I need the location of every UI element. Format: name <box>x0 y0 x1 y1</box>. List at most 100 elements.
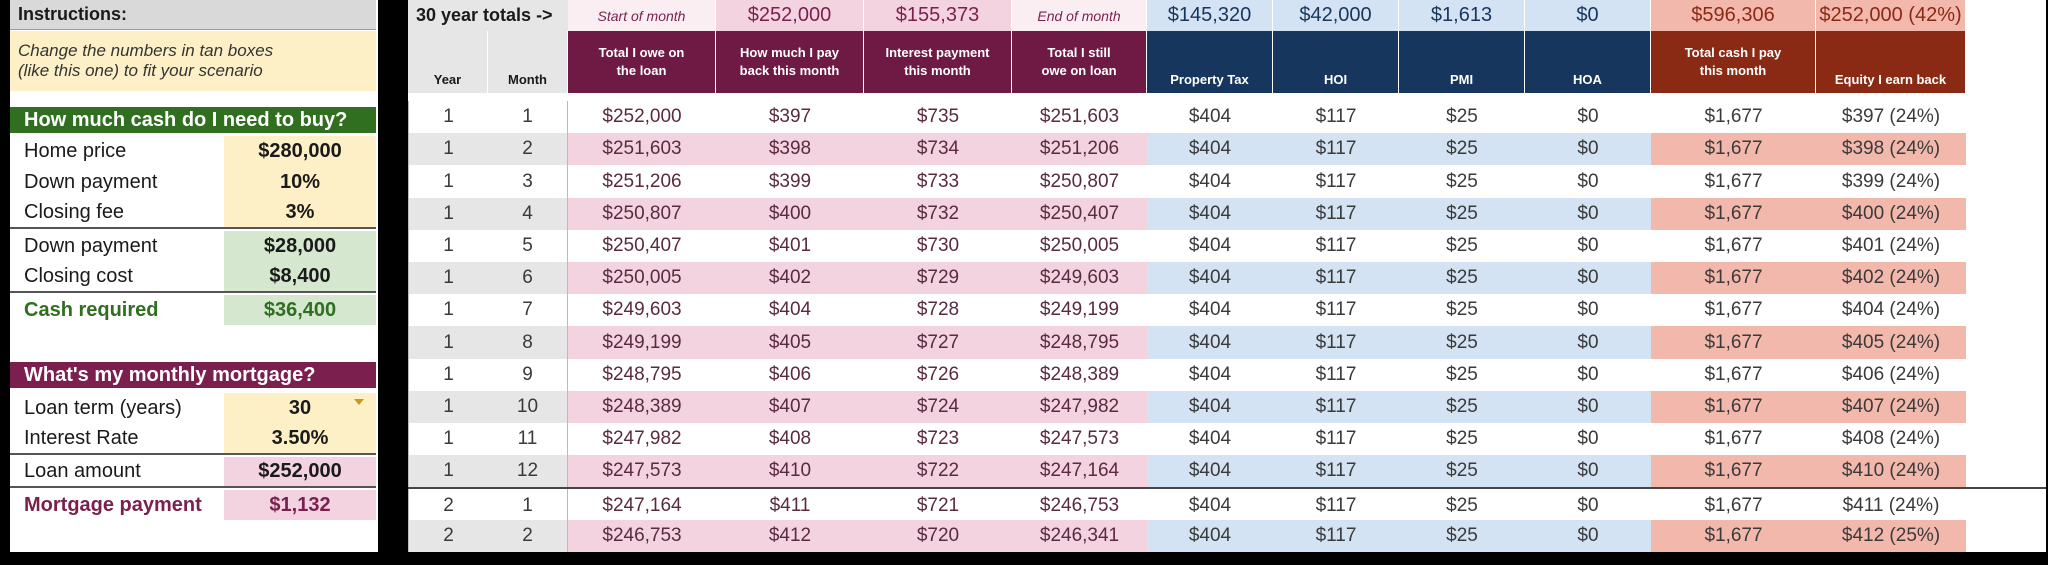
table-cell: $248,389 <box>568 391 716 423</box>
header-cell-pmi: PMI <box>1399 31 1525 93</box>
table-cell: 2 <box>408 520 488 552</box>
down-payment-pct-label: Down payment <box>24 171 158 193</box>
table-cell: $117 <box>1273 326 1399 359</box>
table-cell: $399 (24%) <box>1816 165 1966 198</box>
table-cell: $117 <box>1273 165 1399 198</box>
table-cell: $404 <box>1147 101 1273 133</box>
table-cell: $117 <box>1273 455 1399 487</box>
table-cell: $246,753 <box>1012 489 1147 522</box>
table-cell: 1 <box>408 294 488 326</box>
table-cell: $404 <box>1147 359 1273 391</box>
table-cell: $1,677 <box>1651 423 1816 455</box>
table-cell: $251,206 <box>1012 133 1147 165</box>
dropdown-arrow-icon[interactable] <box>354 399 364 405</box>
loan-term-label: Loan term (years) <box>24 397 182 419</box>
table-row: 1 5 $250,407 $401 $730 $250,005 $404 $117 $25 $0 $… <box>408 230 2046 262</box>
table-cell: $0 <box>1525 520 1651 552</box>
loan-term-select[interactable]: 30 <box>224 393 376 424</box>
table-cell: $402 (24%) <box>1816 262 1966 294</box>
table-cell: $250,807 <box>568 198 716 230</box>
table-cell: $730 <box>864 230 1012 262</box>
mortgage-payment-row: Mortgage payment $1,132 <box>10 490 376 520</box>
table-cell: $247,164 <box>568 489 716 522</box>
table-cell: $408 <box>716 423 864 455</box>
table-cell: $404 <box>1147 133 1273 165</box>
table-row: 1 9 $248,795 $406 $726 $248,389 $404 $117 $25 $0 $… <box>408 359 2046 391</box>
table-cell: 2 <box>488 133 568 165</box>
table-cell: $404 <box>1147 391 1273 423</box>
table-cell: $25 <box>1399 198 1525 230</box>
table-cell: 1 <box>488 101 568 133</box>
table-cell: $397 (24%) <box>1816 101 1966 133</box>
table-cell: $412 (25%) <box>1816 520 1966 552</box>
table-cell: $404 <box>1147 520 1273 552</box>
table-cell: 6 <box>488 262 568 294</box>
table-row: 1 11 $247,982 $408 $723 $247,573 $404 $117 $25 $0… <box>408 423 2046 455</box>
table-cell: $405 <box>716 326 864 359</box>
closing-fee-input[interactable]: 3% <box>224 198 376 227</box>
table-row: 2 1 $247,164 $411 $721 $246,753 $404 $117 $25 $0 $… <box>408 487 2046 522</box>
table-cell: $404 <box>1147 165 1273 198</box>
table-cell: $407 <box>716 391 864 423</box>
totals-cell-pay_back: $252,000 <box>716 0 864 31</box>
table-cell: 1 <box>488 489 568 522</box>
cash-required-row: Cash required $36,400 <box>10 295 376 325</box>
table-cell: $734 <box>864 133 1012 165</box>
table-cell: $412 <box>716 520 864 552</box>
home-price-row: Home price $280,000 <box>10 136 376 167</box>
table-cell: $0 <box>1525 133 1651 165</box>
instructions-box[interactable]: Change the numbers in tan boxes (like th… <box>10 31 376 91</box>
table-cell: $398 <box>716 133 864 165</box>
table-cell: $1,677 <box>1651 520 1816 552</box>
table-cell: $1,677 <box>1651 391 1816 423</box>
table-cell: $410 (24%) <box>1816 455 1966 487</box>
table-cell: $404 <box>1147 455 1273 487</box>
table-cell: $247,164 <box>1012 455 1147 487</box>
table-cell: $404 <box>1147 326 1273 359</box>
table-cell: 1 <box>408 262 488 294</box>
table-cell: $720 <box>864 520 1012 552</box>
table-row: 1 7 $249,603 $404 $728 $249,199 $404 $117 $25 $0 $… <box>408 294 2046 326</box>
table-cell: 1 <box>408 198 488 230</box>
totals-end-of-month: End of month <box>1037 7 1121 24</box>
table-cell: $0 <box>1525 359 1651 391</box>
totals-cell-equity: $252,000 (42%) <box>1816 0 1966 31</box>
down-payment-pct-input[interactable]: 10% <box>224 167 376 198</box>
table-cell: $726 <box>864 359 1012 391</box>
table-cell: 10 <box>488 391 568 423</box>
interest-rate-input[interactable]: 3.50% <box>224 424 376 453</box>
table-cell: $25 <box>1399 455 1525 487</box>
table-cell: 3 <box>488 165 568 198</box>
table-cell: $25 <box>1399 262 1525 294</box>
header-cell-equity: Equity I earn back <box>1816 31 1966 93</box>
table-cell: $1,677 <box>1651 230 1816 262</box>
header-total-cash-1: Total cash I pay <box>1684 45 1782 61</box>
table-cell: $0 <box>1525 198 1651 230</box>
table-cell: $117 <box>1273 520 1399 552</box>
table-cell: $117 <box>1273 391 1399 423</box>
table-cell: $117 <box>1273 101 1399 133</box>
table-cell: 2 <box>488 520 568 552</box>
totals-cell-hoa: $0 <box>1525 0 1651 31</box>
loan-amount-label: Loan amount <box>24 460 141 482</box>
table-cell: $251,603 <box>568 133 716 165</box>
instructions-title: Instructions: <box>18 4 128 24</box>
table-row: 1 2 $251,603 $398 $734 $251,206 $404 $117 $25 $0 $… <box>408 133 2046 165</box>
table-row: 1 8 $249,199 $405 $727 $248,795 $404 $117 $25 $0 $… <box>408 326 2046 359</box>
table-cell: $732 <box>864 198 1012 230</box>
totals-cell-total_cash: $596,306 <box>1651 0 1816 31</box>
table-cell: $404 <box>1147 489 1273 522</box>
totals-hoa: $0 <box>1576 4 1599 26</box>
table-cell: $1,677 <box>1651 455 1816 487</box>
home-price-input[interactable]: $280,000 <box>224 136 376 167</box>
cash-section-title: How much cash do I need to buy? <box>10 107 376 133</box>
table-cell: $729 <box>864 262 1012 294</box>
table-cell: $250,407 <box>1012 198 1147 230</box>
totals-cell-pmi: $1,613 <box>1399 0 1525 31</box>
table-cell: $250,407 <box>568 230 716 262</box>
table-cell: $404 <box>1147 230 1273 262</box>
table-cell: $397 <box>716 101 864 133</box>
home-price-label: Home price <box>24 140 127 162</box>
table-cell: $0 <box>1525 294 1651 326</box>
